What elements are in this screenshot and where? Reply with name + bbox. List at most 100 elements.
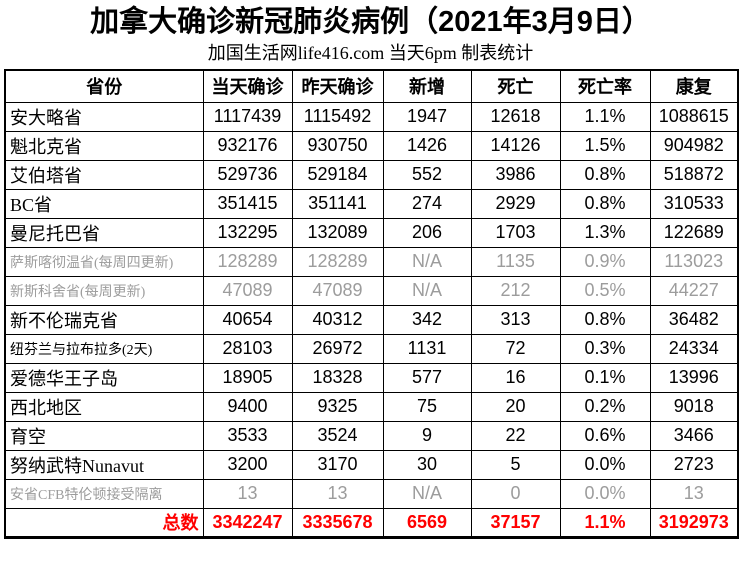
- province-cell: BC省: [4, 188, 204, 219]
- today-cell: 9400: [202, 391, 293, 422]
- total-death-rate-cell: 1.1%: [559, 507, 651, 538]
- recovered-cell: 44227: [649, 275, 739, 306]
- total-label: 总数: [4, 507, 204, 538]
- table-row: 魁北克省 932176 930750 1426 14126 1.5% 904982: [4, 130, 739, 161]
- recovered-cell: 1088615: [649, 101, 739, 132]
- total-new-cell: 6569: [382, 507, 472, 538]
- today-cell: 47089: [202, 275, 293, 306]
- new-cell: 577: [382, 362, 472, 393]
- death-rate-cell: 0.8%: [559, 159, 651, 190]
- column-header-6: 康复: [649, 69, 739, 103]
- page-title: 加拿大确诊新冠肺炎病例（2021年3月9日）: [90, 6, 651, 38]
- yesterday-cell: 9325: [291, 391, 384, 422]
- page-subtitle: 加国生活网life416.com 当天6pm 制表统计: [207, 43, 534, 63]
- table-row: 新不伦瑞克省 40654 40312 342 313 0.8% 36482: [4, 304, 739, 335]
- column-header-0: 省份: [4, 69, 204, 103]
- province-cell: 新不伦瑞克省: [4, 304, 204, 335]
- death-rate-cell: 0.2%: [559, 391, 651, 422]
- total-deaths-cell: 37157: [470, 507, 561, 538]
- column-header-4: 死亡: [470, 69, 561, 103]
- new-cell: 274: [382, 188, 472, 219]
- death-rate-cell: 0.8%: [559, 188, 651, 219]
- table-row: 艾伯塔省 529736 529184 552 3986 0.8% 518872: [4, 159, 739, 190]
- death-rate-cell: 0.1%: [559, 362, 651, 393]
- deaths-cell: 22: [470, 420, 561, 451]
- today-cell: 3533: [202, 420, 293, 451]
- header-row: 省份 当天确诊 昨天确诊 新增 死亡 死亡率 康复: [4, 69, 739, 103]
- table-body: 安大略省 1117439 1115492 1947 12618 1.1% 1088615 魁北…: [4, 101, 739, 509]
- province-cell: 安省CFB特伦顿接受隔离: [4, 478, 204, 509]
- death-rate-cell: 0.0%: [559, 478, 651, 509]
- table-row: 新斯科舍省(每周更新) 47089 47089 N/A 212 0.5% 44227: [4, 275, 739, 306]
- recovered-cell: 13996: [649, 362, 739, 393]
- deaths-cell: 5: [470, 449, 561, 480]
- table-row: BC省 351415 351141 274 2929 0.8% 310533: [4, 188, 739, 219]
- today-cell: 13: [202, 478, 293, 509]
- deaths-cell: 0: [470, 478, 561, 509]
- deaths-cell: 3986: [470, 159, 561, 190]
- new-cell: 30: [382, 449, 472, 480]
- covid-stats-table: 省份 当天确诊 昨天确诊 新增 死亡 死亡率 康复 安大略省 1117439 1115492 19…: [4, 69, 739, 539]
- province-cell: 魁北克省: [4, 130, 204, 161]
- today-cell: 1117439: [202, 101, 293, 132]
- today-cell: 18905: [202, 362, 293, 393]
- covid-stats-page: 加拿大确诊新冠肺炎病例（2021年3月9日） 加国生活网life416.com …: [0, 3, 741, 580]
- today-cell: 28103: [202, 333, 293, 364]
- new-cell: N/A: [382, 478, 472, 509]
- deaths-cell: 1135: [470, 246, 561, 277]
- yesterday-cell: 351141: [291, 188, 384, 219]
- yesterday-cell: 47089: [291, 275, 384, 306]
- province-cell: 萨斯喀彻温省(每周四更新): [4, 246, 204, 277]
- deaths-cell: 72: [470, 333, 561, 364]
- deaths-cell: 1703: [470, 217, 561, 248]
- yesterday-cell: 132089: [291, 217, 384, 248]
- yesterday-cell: 529184: [291, 159, 384, 190]
- new-cell: N/A: [382, 246, 472, 277]
- recovered-cell: 113023: [649, 246, 739, 277]
- province-cell: 西北地区: [4, 391, 204, 422]
- column-header-3: 新增: [382, 69, 472, 103]
- province-cell: 努纳武特Nunavut: [4, 449, 204, 480]
- table-row: 安大略省 1117439 1115492 1947 12618 1.1% 1088615: [4, 101, 739, 132]
- yesterday-cell: 3524: [291, 420, 384, 451]
- column-header-5: 死亡率: [559, 69, 651, 103]
- province-cell: 新斯科舍省(每周更新): [4, 275, 204, 306]
- recovered-cell: 518872: [649, 159, 739, 190]
- death-rate-cell: 0.0%: [559, 449, 651, 480]
- yesterday-cell: 40312: [291, 304, 384, 335]
- total-today-cell: 3342247: [202, 507, 293, 538]
- recovered-cell: 3466: [649, 420, 739, 451]
- death-rate-cell: 1.5%: [559, 130, 651, 161]
- total-recovered-cell: 3192973: [649, 507, 739, 538]
- death-rate-cell: 1.1%: [559, 101, 651, 132]
- province-cell: 艾伯塔省: [4, 159, 204, 190]
- province-cell: 纽芬兰与拉布拉多(2天): [4, 333, 204, 364]
- new-cell: 1426: [382, 130, 472, 161]
- column-header-2: 昨天确诊: [291, 69, 384, 103]
- recovered-cell: 13: [649, 478, 739, 509]
- new-cell: 1947: [382, 101, 472, 132]
- deaths-cell: 212: [470, 275, 561, 306]
- new-cell: 9: [382, 420, 472, 451]
- new-cell: 75: [382, 391, 472, 422]
- today-cell: 128289: [202, 246, 293, 277]
- deaths-cell: 20: [470, 391, 561, 422]
- today-cell: 132295: [202, 217, 293, 248]
- yesterday-cell: 3170: [291, 449, 384, 480]
- table-row: 西北地区 9400 9325 75 20 0.2% 9018: [4, 391, 739, 422]
- table-row: 育空 3533 3524 9 22 0.6% 3466: [4, 420, 739, 451]
- table-row: 曼尼托巴省 132295 132089 206 1703 1.3% 122689: [4, 217, 739, 248]
- deaths-cell: 313: [470, 304, 561, 335]
- total-yesterday-cell: 3335678: [291, 507, 384, 538]
- table-row: 安省CFB特伦顿接受隔离 13 13 N/A 0 0.0% 13: [4, 478, 739, 509]
- new-cell: 206: [382, 217, 472, 248]
- province-cell: 安大略省: [4, 101, 204, 132]
- recovered-cell: 24334: [649, 333, 739, 364]
- death-rate-cell: 0.3%: [559, 333, 651, 364]
- recovered-cell: 904982: [649, 130, 739, 161]
- recovered-cell: 36482: [649, 304, 739, 335]
- table-row: 萨斯喀彻温省(每周四更新) 128289 128289 N/A 1135 0.9% 1130…: [4, 246, 739, 277]
- death-rate-cell: 0.8%: [559, 304, 651, 335]
- recovered-cell: 2723: [649, 449, 739, 480]
- today-cell: 932176: [202, 130, 293, 161]
